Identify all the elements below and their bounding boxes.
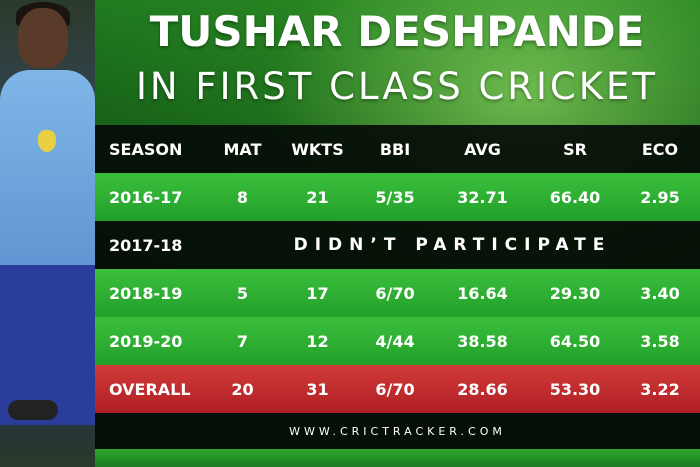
sr-cell: 64.50 [549, 331, 601, 351]
eco-cell: 3.40 [640, 283, 680, 303]
bbi-cell: 6/70 [375, 283, 415, 303]
wkts-cell: 31 [306, 379, 329, 399]
season-cell: 2016-17 [109, 187, 183, 207]
table-row: 2019-20 7 12 4/44 38.58 64.50 3.58 [95, 317, 700, 365]
avg-cell: 16.64 [457, 283, 508, 303]
bbi-cell: 5/35 [375, 187, 415, 207]
sr-cell: 53.30 [549, 379, 601, 399]
player-photo [0, 0, 95, 467]
table-row-overall: OVERALL 20 31 6/70 28.66 53.30 3.22 [95, 365, 700, 413]
mat-cell: 20 [231, 379, 254, 399]
eco-cell: 3.22 [640, 379, 680, 399]
season-cell: 2019-20 [109, 331, 183, 351]
sr-cell: 66.40 [549, 187, 601, 207]
eco-cell: 3.58 [640, 331, 680, 351]
mat-cell: 5 [236, 283, 249, 303]
eco-cell: 2.95 [640, 187, 680, 207]
player-head [18, 8, 68, 68]
wkts-cell: 12 [306, 331, 329, 351]
footer-website: WWW.CRICTRACKER.COM [95, 413, 700, 449]
title-name: TUSHAR DESHPANDE [149, 7, 645, 56]
player-trousers [0, 265, 95, 425]
header-season: SEASON [109, 139, 183, 159]
bottom-strip [95, 449, 700, 467]
table-header-row: SEASON MAT WKTS BBI AVG SR ECO [95, 125, 700, 173]
stats-table: SEASON MAT WKTS BBI AVG SR ECO 2016-17 8… [95, 125, 700, 413]
avg-cell: 28.66 [457, 379, 508, 399]
header-sr: SR [563, 139, 587, 159]
website-text: WWW.CRICTRACKER.COM [289, 424, 506, 438]
team-logo-icon [38, 130, 56, 152]
season-cell: 2018-19 [109, 283, 183, 303]
season-cell: 2017-18 [109, 235, 183, 255]
did-not-participate-note: DIDN’T PARTICIPATE [293, 235, 612, 255]
bbi-cell: 4/44 [375, 331, 415, 351]
header-eco: ECO [641, 139, 679, 159]
player-shoe [8, 400, 58, 420]
avg-cell: 38.58 [457, 331, 508, 351]
header-mat: MAT [223, 139, 262, 159]
avg-cell: 32.71 [457, 187, 508, 207]
wkts-cell: 17 [306, 283, 329, 303]
header-bbi: BBI [379, 139, 411, 159]
table-row: 2016-17 8 21 5/35 32.71 66.40 2.95 [95, 173, 700, 221]
header-wkts: WKTS [291, 139, 344, 159]
mat-cell: 8 [236, 187, 249, 207]
table-row: 2017-18 DIDN’T PARTICIPATE [95, 221, 700, 269]
mat-cell: 7 [236, 331, 249, 351]
season-cell: OVERALL [109, 379, 191, 399]
bbi-cell: 6/70 [375, 379, 415, 399]
header-avg: AVG [464, 139, 501, 159]
title-subtitle: IN FIRST CLASS CRICKET [136, 65, 658, 108]
sr-cell: 29.30 [549, 283, 601, 303]
table-row: 2018-19 5 17 6/70 16.64 29.30 3.40 [95, 269, 700, 317]
wkts-cell: 21 [306, 187, 329, 207]
player-jersey [0, 70, 95, 270]
